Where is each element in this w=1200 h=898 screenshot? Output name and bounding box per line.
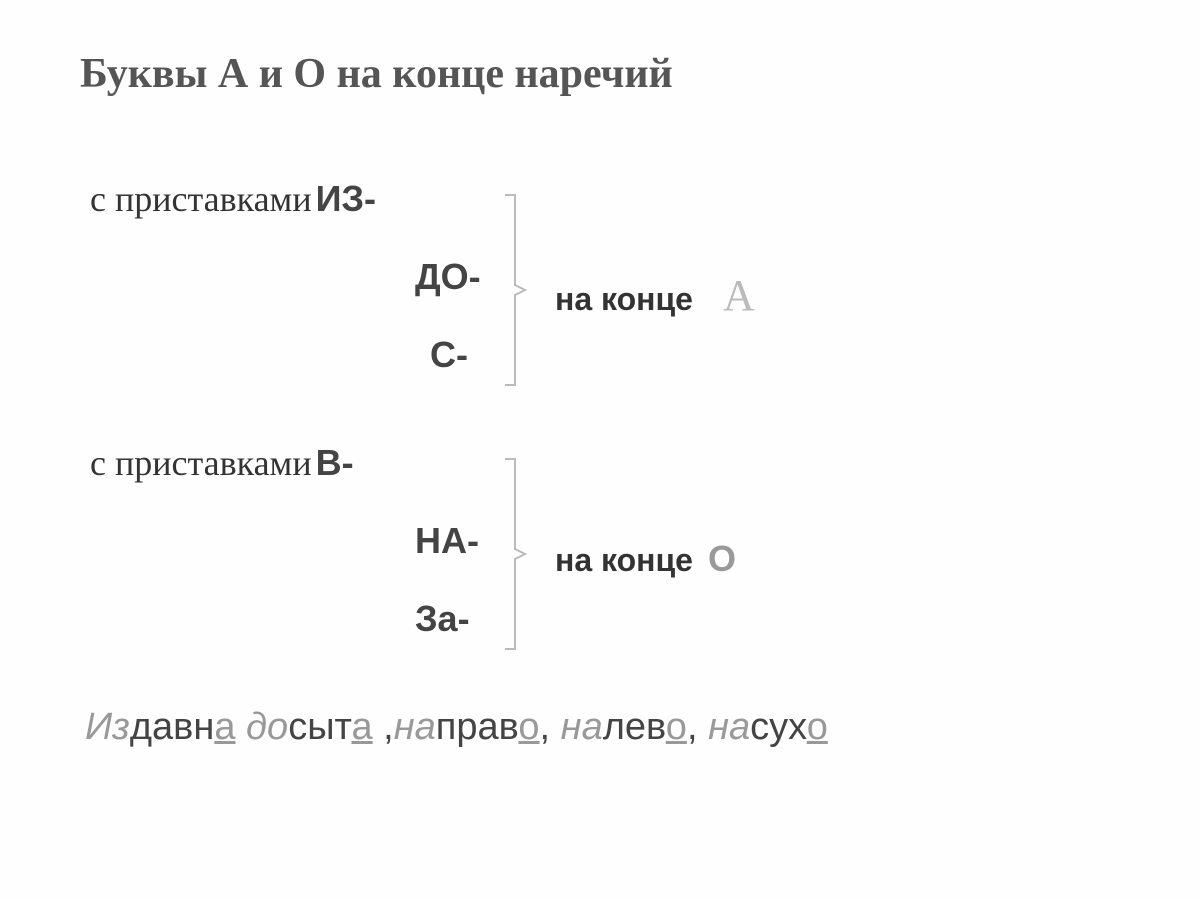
prefix-na: НА- bbox=[415, 520, 479, 562]
example-ending: а bbox=[351, 706, 372, 748]
example-ending: о bbox=[518, 706, 539, 748]
prefix-s: С- bbox=[430, 334, 468, 376]
example-root: лев bbox=[603, 706, 666, 748]
result-letter-o: О bbox=[708, 538, 736, 580]
prefix-label: с приставками bbox=[90, 178, 312, 220]
prefix-do: ДО- bbox=[415, 256, 481, 298]
prefix-row: с приставками В- bbox=[80, 442, 500, 520]
prefix-iz: ИЗ- bbox=[316, 178, 376, 220]
prefix-za: За- bbox=[415, 598, 470, 640]
prefix-row: с приставками ИЗ- bbox=[80, 178, 500, 256]
example-prefix: Из bbox=[85, 706, 130, 748]
rule-block-a: с приставками ИЗ- ДО- С- на конце А bbox=[80, 178, 1120, 412]
example-prefix: на bbox=[561, 706, 603, 748]
prefix-row: ДО- bbox=[80, 256, 500, 334]
example-root: прав bbox=[436, 706, 519, 748]
bracket-icon bbox=[500, 454, 540, 654]
example-separator: , bbox=[687, 706, 708, 748]
result-column-a: на конце А bbox=[540, 270, 755, 321]
rule-block-o: с приставками В- НА- За- на конце О bbox=[80, 442, 1120, 676]
example-root: сыт bbox=[288, 706, 351, 748]
page-title: Буквы А и О на конце наречий bbox=[80, 50, 1120, 98]
example-ending: о bbox=[666, 706, 687, 748]
example-separator bbox=[235, 706, 246, 748]
prefix-row: За- bbox=[80, 598, 500, 676]
result-column-o: на конце О bbox=[540, 538, 736, 580]
prefix-v: В- bbox=[316, 442, 354, 484]
example-separator: , bbox=[373, 706, 394, 748]
result-label-o: на конце bbox=[555, 542, 693, 579]
examples-row: Издавна досыта ,направо, налево, насухо bbox=[80, 706, 1120, 749]
example-separator: , bbox=[540, 706, 561, 748]
prefix-label: с приставками bbox=[90, 442, 312, 484]
bracket-icon bbox=[500, 190, 540, 390]
prefixes-column-a: с приставками ИЗ- ДО- С- bbox=[80, 178, 500, 412]
prefixes-column-o: с приставками В- НА- За- bbox=[80, 442, 500, 676]
example-ending: о bbox=[807, 706, 828, 748]
example-prefix: до bbox=[246, 706, 288, 748]
example-ending: а bbox=[214, 706, 235, 748]
example-prefix: на bbox=[708, 706, 750, 748]
example-root: давн bbox=[130, 706, 214, 748]
example-root: сух bbox=[750, 706, 807, 748]
prefix-row: С- bbox=[80, 334, 500, 412]
result-label-a: на конце bbox=[555, 281, 693, 318]
result-letter-a: А bbox=[723, 270, 755, 321]
example-prefix: на bbox=[394, 706, 436, 748]
prefix-row: НА- bbox=[80, 520, 500, 598]
